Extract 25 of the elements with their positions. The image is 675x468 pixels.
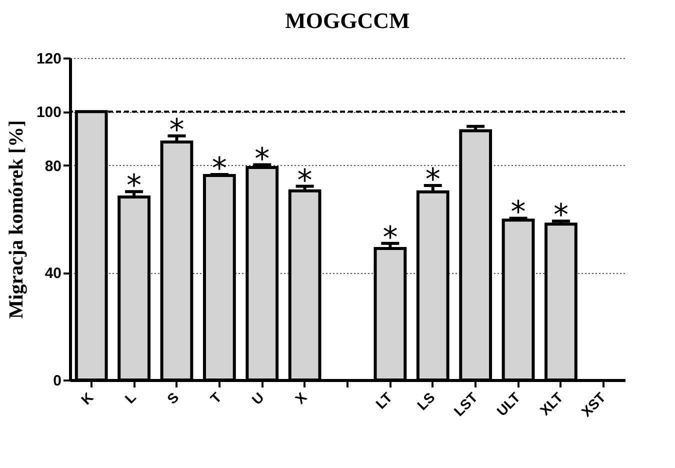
annotation: *: [382, 220, 398, 256]
y-tick-label: 120: [36, 50, 62, 68]
annotation: *: [510, 195, 526, 230]
annotation: *: [425, 162, 440, 198]
y-tick-label: 80: [44, 158, 62, 175]
x-tick-label: K: [78, 389, 96, 408]
annotation: *: [254, 142, 270, 177]
y-tick-label: 0: [53, 372, 62, 390]
x-tick-label: L: [122, 388, 140, 407]
x-tick-label: LT: [372, 388, 396, 412]
x-tick-label: U: [248, 389, 268, 408]
x-tick-label: S: [164, 389, 182, 408]
x-tick-label: T: [207, 388, 225, 407]
y-tick-label: 100: [36, 104, 62, 122]
annotation: *: [126, 168, 142, 204]
y-tick-label: 40: [44, 265, 62, 282]
annotation: *: [212, 151, 227, 186]
x-tick-label: ULT: [493, 388, 524, 419]
annotation: *: [169, 112, 184, 148]
x-tick-label: X: [292, 388, 310, 408]
annotation: *: [553, 198, 568, 234]
x-tick-label: LS: [414, 389, 438, 414]
chart-title: MOGGCCM: [285, 8, 410, 33]
annotation: *: [297, 163, 312, 198]
y-axis-title: Migracja komórek [%]: [5, 120, 28, 319]
